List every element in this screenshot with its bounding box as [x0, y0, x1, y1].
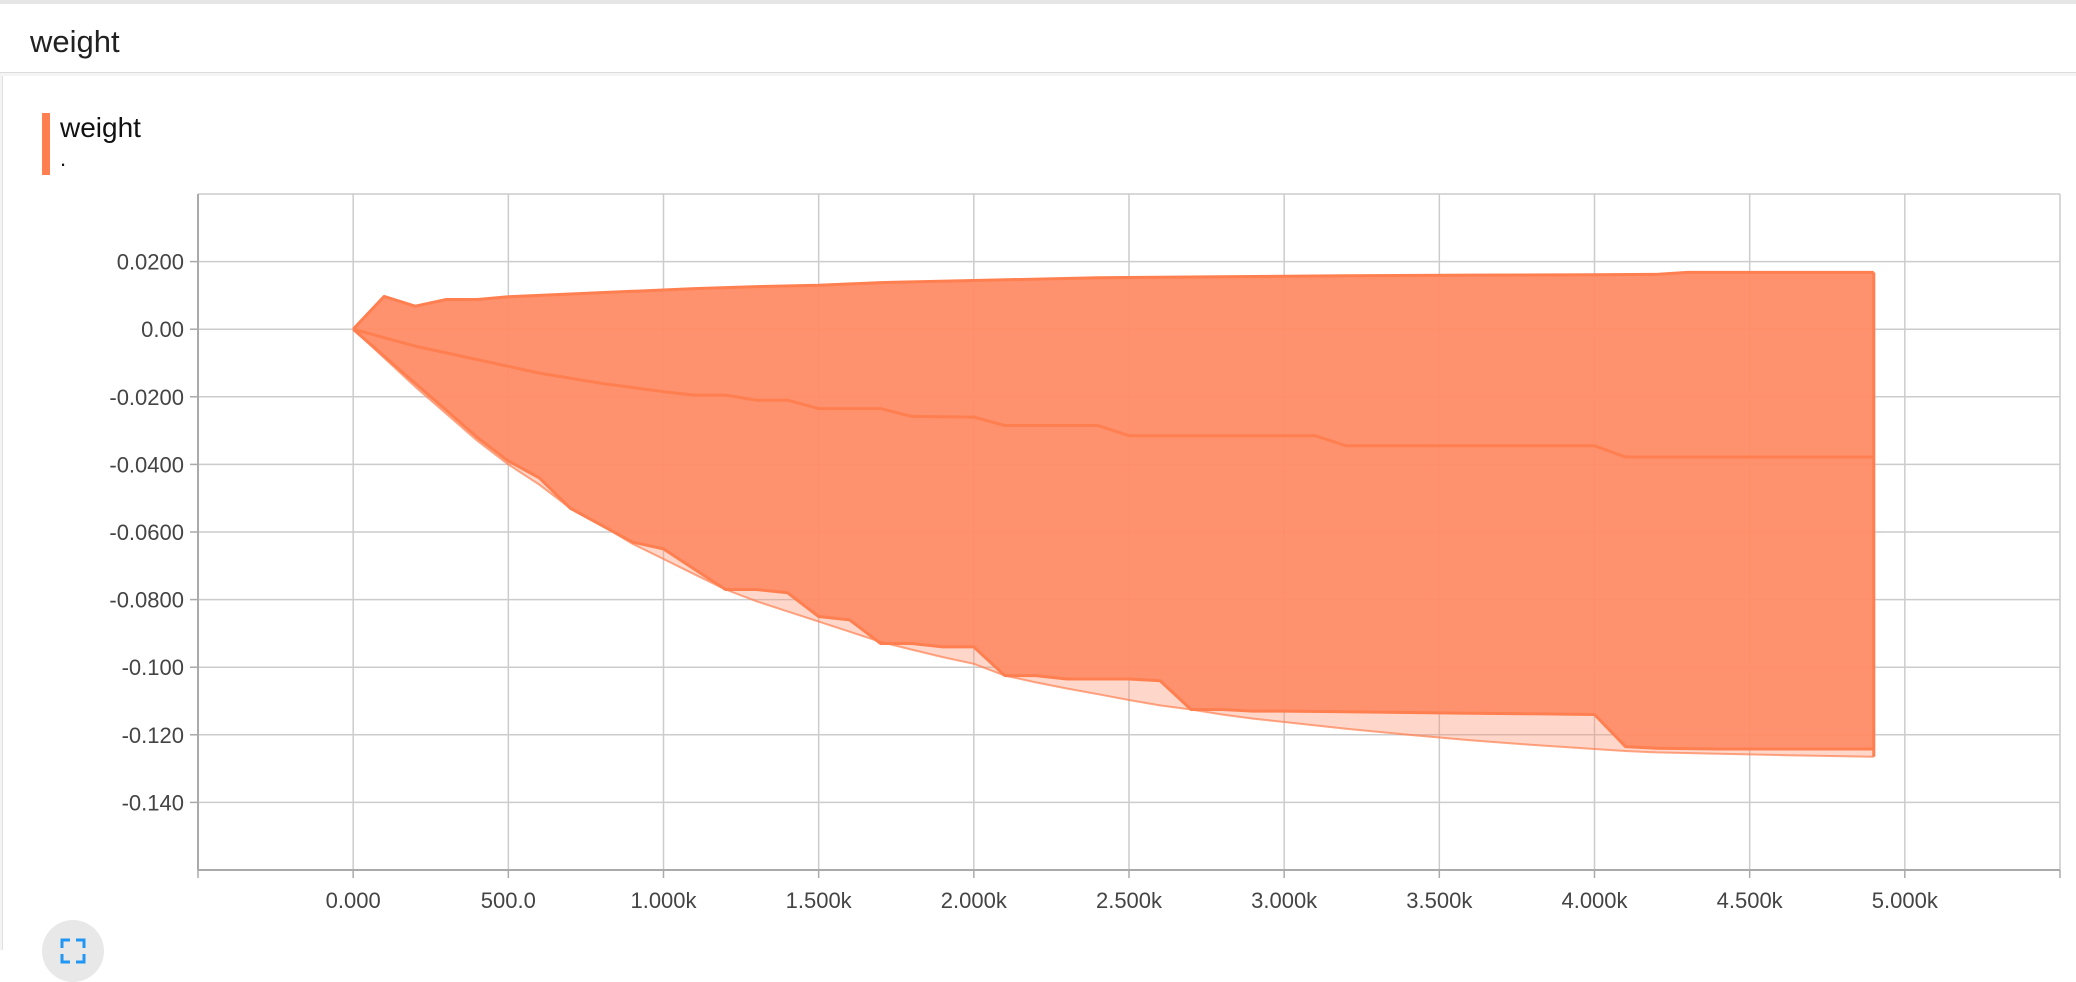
x-tick-label: 1.000k	[630, 888, 697, 913]
x-tick-label: 3.000k	[1251, 888, 1318, 913]
series-line-max	[352, 270, 1874, 331]
x-tick-label: 2.000k	[941, 888, 1008, 913]
distribution-bands	[352, 270, 1876, 758]
x-tick-label: 1.500k	[786, 888, 853, 913]
y-tick-label: -0.0200	[109, 385, 184, 410]
x-tick-label: 3.500k	[1406, 888, 1473, 913]
x-tick-label: 5.000k	[1872, 888, 1939, 913]
section-title: weight	[30, 24, 120, 59]
histogram-chart[interactable]: 0.000 500.0 1.000k 1.500k 2.000k 2.500k 3.000k…	[0, 0, 2076, 950]
x-tick-label: 0.000	[326, 888, 381, 913]
chart-subtitle: .	[60, 146, 67, 171]
series-line-min	[352, 328, 1874, 758]
axes	[190, 194, 2061, 878]
series-line-median	[352, 327, 1874, 459]
top-divider	[0, 0, 2076, 4]
fullscreen-icon	[60, 938, 86, 964]
section-header[interactable]: weight	[0, 4, 2076, 73]
x-tick-label: 500.0	[481, 888, 536, 913]
y-tick-label: -0.0400	[109, 452, 184, 477]
run-color-marker	[42, 113, 50, 175]
y-tick-label: -0.0600	[109, 520, 184, 545]
x-tick-label: 4.500k	[1717, 888, 1784, 913]
tick-labels: 0.000 500.0 1.000k 1.500k 2.000k 2.500k 3.000k…	[109, 250, 1938, 913]
y-tick-label: 0.00	[141, 317, 184, 342]
y-tick-label: -0.100	[122, 655, 184, 680]
band-main	[353, 272, 1874, 749]
x-tick-label: 4.000k	[1561, 888, 1628, 913]
chart-title: weight	[60, 112, 141, 143]
y-tick-label: 0.0200	[117, 250, 184, 275]
y-tick-label: -0.140	[122, 790, 184, 815]
series-line-inner-low	[352, 328, 1874, 751]
x-tick-label: 2.500k	[1096, 888, 1163, 913]
y-tick-label: -0.120	[122, 723, 184, 748]
y-tick-label: -0.0800	[109, 588, 184, 613]
